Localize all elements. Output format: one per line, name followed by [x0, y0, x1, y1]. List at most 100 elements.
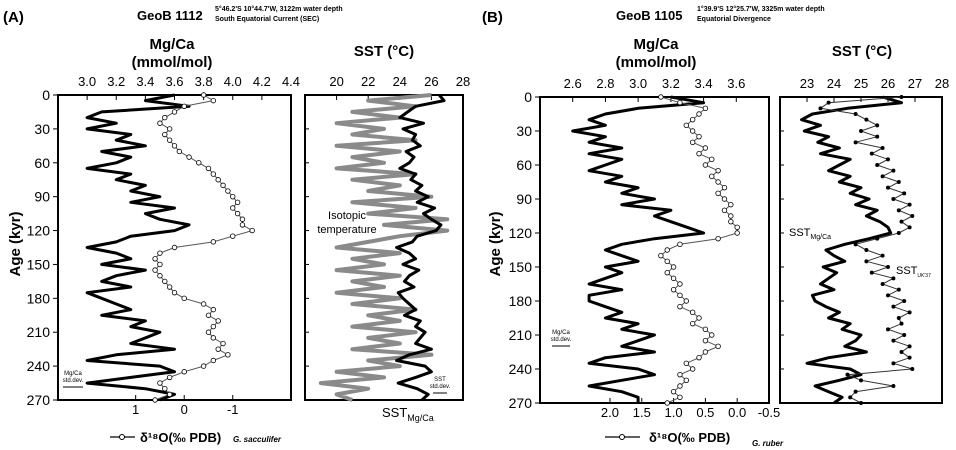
mgca-tick-label: 2.8 — [596, 76, 614, 91]
d18o-data-point — [210, 335, 217, 341]
d18o-data-point — [721, 184, 728, 191]
d18o-data-point — [696, 150, 702, 157]
d18o-data-point — [166, 126, 173, 132]
panel-a-y-axis-label: Age (kyr) — [7, 211, 24, 276]
sst-uk37-data-point — [875, 236, 880, 241]
d18o-data-point — [205, 312, 212, 318]
d18o-data-point — [157, 120, 163, 126]
y-tick-label: 210 — [509, 327, 533, 343]
panel-b-site-line1: 1°39.9'S 12°25.7'W, 3325m water depth — [697, 5, 825, 13]
d18o-data-point — [152, 397, 158, 403]
d18o-tick-label: 0.5 — [696, 405, 714, 420]
d18o-data-point — [205, 329, 212, 335]
sst-uk37-data-point — [891, 338, 896, 343]
d18o-data-point — [709, 332, 715, 338]
d18o-data-point — [225, 352, 231, 358]
sst-uk37-data-point — [886, 185, 891, 190]
sst-uk37-data-point — [886, 264, 891, 269]
d18o-data-point — [205, 165, 212, 172]
d18o-data-point — [709, 156, 715, 163]
mgca-tick-label: 3.2 — [107, 74, 125, 89]
d18o-data-point — [658, 94, 664, 100]
sst-tick-label: 28 — [935, 76, 949, 91]
d18o-data-point — [171, 289, 178, 296]
panel-a-sst-ticks: 20 22 24 26 28 — [329, 74, 470, 100]
d18o-data-point — [181, 295, 187, 302]
mgca-tick-label: 3.4 — [695, 76, 713, 91]
sst-uk37-data-point — [896, 230, 901, 235]
d18o-data-point — [677, 383, 683, 389]
mgca-tick-label: 4.2 — [253, 74, 271, 89]
sst-uk37-data-point — [859, 378, 864, 383]
d18o-data-point — [728, 201, 734, 208]
panel-a-core: GeoB 1112 — [137, 8, 203, 23]
d18o-data-point — [157, 273, 163, 279]
y-tick-label: 60 — [516, 157, 532, 173]
d18o-data-point — [234, 210, 241, 217]
y-tick-label: 30 — [516, 123, 532, 139]
panel-b-d18o-legend-marker — [619, 434, 625, 440]
d18o-data-point — [152, 267, 158, 273]
panel-b-sst-mgca-text: SST — [789, 227, 811, 239]
d18o-data-point — [162, 386, 168, 392]
d18o-data-point — [215, 177, 221, 183]
d18o-data-point — [200, 363, 207, 369]
d18o-data-point — [677, 292, 683, 299]
d18o-data-point — [230, 205, 236, 211]
d18o-data-point — [664, 247, 670, 253]
sst-uk37-data-point — [907, 225, 912, 230]
d18o-data-point — [721, 196, 728, 202]
sst-uk37-data-point — [899, 95, 904, 100]
panel-a-mgca-stddev-1: Mg/Ca — [64, 371, 82, 377]
d18o-data-point — [677, 241, 683, 248]
d18o-data-point — [157, 380, 163, 386]
panel-a-d18o-legend-marker — [119, 434, 125, 440]
d18o-tick-label: 0 — [181, 402, 188, 417]
y-tick-label: 90 — [34, 189, 50, 205]
sst-uk37-data-point — [907, 355, 912, 360]
sst-uk37-data-point — [907, 310, 912, 315]
d18o-data-point — [230, 193, 236, 200]
y-tick-label: 270 — [27, 392, 51, 408]
d18o-data-point — [689, 139, 696, 146]
sst-uk37-data-point — [859, 128, 864, 133]
d18o-data-point — [220, 340, 226, 347]
y-tick-label: 270 — [509, 395, 533, 411]
sst-uk37-data-point — [891, 196, 896, 201]
sst-uk37-data-point — [891, 361, 896, 366]
sst-uk37-data-point — [875, 123, 880, 128]
d18o-data-point — [677, 281, 683, 287]
sst-uk37-data-point — [880, 281, 885, 286]
d18o-data-point — [162, 278, 168, 285]
sst-tick-label: 25 — [854, 76, 868, 91]
d18o-data-point — [230, 233, 236, 239]
sst-uk37-data-point — [910, 366, 915, 371]
y-tick-label: 150 — [509, 259, 533, 275]
panel-b-sst-label: SST (°C) — [832, 43, 892, 60]
d18o-data-point — [696, 111, 702, 117]
d18o-data-point — [210, 97, 217, 104]
d18o-data-point — [166, 391, 173, 398]
sst-uk37-data-point — [891, 383, 896, 388]
panel-b-sst-uk-label: SSTUK'37 — [896, 265, 931, 279]
d18o-data-point — [210, 171, 217, 177]
d18o-data-point — [689, 128, 696, 134]
mgca-tick-label: 3.0 — [78, 74, 96, 89]
panel-b-y-axis-label: Age (kyr) — [487, 211, 504, 276]
panel-a-sst-label: SST (°C) — [354, 43, 414, 60]
d18o-data-point — [210, 306, 217, 313]
panel-a-sst-stddev-2: std.dev. — [430, 384, 451, 390]
d18o-data-point — [715, 343, 721, 350]
d18o-data-point — [696, 354, 702, 361]
panel-b-sst-mgca-sub: Mg/Ca — [810, 234, 831, 241]
d18o-data-point — [728, 218, 734, 225]
sst-tick-label: 20 — [329, 74, 343, 89]
y-tick-label: 120 — [27, 223, 51, 239]
d18o-tick-label: -1 — [227, 402, 239, 417]
d18o-tick-label: 1.0 — [665, 405, 683, 420]
sst-uk37-data-point — [896, 179, 901, 184]
sst-uk37-data-point — [875, 162, 880, 167]
sst-uk37-data-point — [864, 247, 869, 252]
panel-a-mgca-ticks: 3.0 3.2 3.4 3.6 3.8 4.0 4.2 4.4 — [78, 74, 300, 100]
d18o-data-point — [670, 275, 677, 282]
